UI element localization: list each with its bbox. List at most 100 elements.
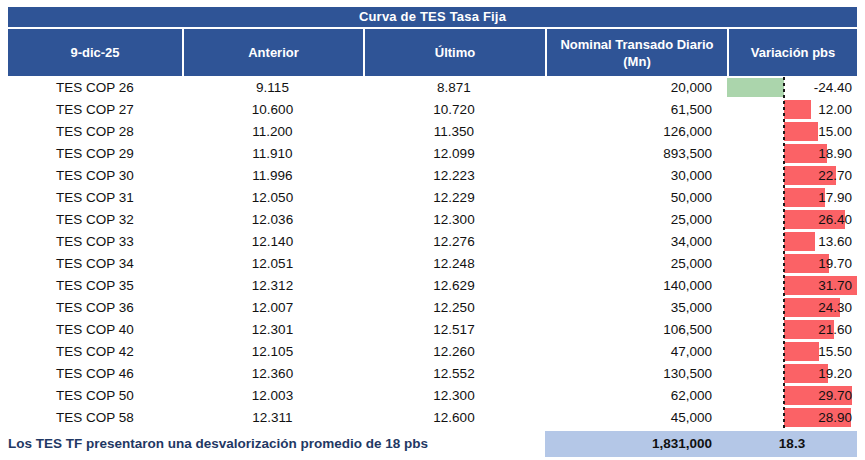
cell-tes: TES COP 42	[8, 341, 182, 363]
cell-anterior: 11.996	[182, 165, 363, 187]
cell-nominal: 34,000	[545, 231, 727, 253]
variacion-value: 18.90	[818, 146, 852, 161]
table-row: TES COP 3112.05012.22950,00017.90	[8, 187, 857, 209]
variacion-value: 29.70	[818, 388, 852, 403]
table-row: TES COP 3612.00712.25035,00024.30	[8, 297, 857, 319]
cell-ultimo: 12.223	[363, 165, 545, 187]
cell-variacion: 17.90	[727, 187, 857, 209]
cell-variacion: 24.30	[727, 297, 857, 319]
cell-anterior: 12.312	[182, 275, 363, 297]
cell-nominal: 140,000	[545, 275, 727, 297]
total-nominal: 1,831,000	[545, 431, 727, 457]
variacion-value: 31.70	[818, 278, 852, 293]
average-variation: 18.3	[727, 431, 857, 457]
cell-variacion: 19.70	[727, 253, 857, 275]
cell-anterior: 12.311	[182, 407, 363, 429]
cell-nominal: 893,500	[545, 143, 727, 165]
cell-nominal: 25,000	[545, 253, 727, 275]
table-row: TES COP 3011.99612.22330,00022.70	[8, 165, 857, 187]
variacion-value: 19.70	[818, 256, 852, 271]
table-row: TES COP 2811.20011.350126,00015.00	[8, 121, 857, 143]
cell-variacion: 26.40	[727, 209, 857, 231]
cell-variacion: 29.70	[727, 385, 857, 407]
cell-nominal: 20,000	[545, 77, 727, 99]
variacion-value: 24.30	[818, 300, 852, 315]
table-row: TES COP 2911.91012.099893,500 18.90	[8, 143, 857, 165]
cell-variacion: 28.90	[727, 407, 857, 429]
table-row: TES COP 3312.14012.27634,00013.60	[8, 231, 857, 253]
cell-variacion: 19.20	[727, 363, 857, 385]
cell-tes: TES COP 34	[8, 253, 182, 275]
cell-anterior: 12.140	[182, 231, 363, 253]
table-row: TES COP 5812.31112.60045,00028.90	[8, 407, 857, 429]
cell-tes: TES COP 28	[8, 121, 182, 143]
cell-tes: TES COP 36	[8, 297, 182, 319]
cell-ultimo: 12.260	[363, 341, 545, 363]
cell-anterior: 9.115	[182, 77, 363, 99]
cell-tes: TES COP 40	[8, 319, 182, 341]
cell-ultimo: 12.629	[363, 275, 545, 297]
cell-anterior: 10.600	[182, 99, 363, 121]
cell-tes: TES COP 32	[8, 209, 182, 231]
table-row: TES COP 4612.36012.552130,500 19.20	[8, 363, 857, 385]
cell-variacion: 18.90	[727, 143, 857, 165]
variacion-value: 26.40	[818, 212, 852, 227]
cell-anterior: 12.007	[182, 297, 363, 319]
cell-anterior: 11.200	[182, 121, 363, 143]
column-header-anterior: Anterior	[184, 29, 363, 76]
variacion-value: 21.60	[818, 322, 852, 337]
table-row: TES COP 2710.60010.72061,500 12.00	[8, 99, 857, 121]
variacion-value: 12.00	[818, 102, 852, 117]
cell-nominal: 106,500	[545, 319, 727, 341]
variacion-value: 19.20	[818, 366, 852, 381]
positive-databar	[784, 100, 812, 119]
cell-nominal: 130,500	[545, 363, 727, 385]
cell-anterior: 12.036	[182, 209, 363, 231]
table-header-row: 9-dic-25 Anterior Último Nominal Transad…	[8, 29, 857, 76]
cell-ultimo: 12.099	[363, 143, 545, 165]
cell-ultimo: 12.517	[363, 319, 545, 341]
cell-tes: TES COP 29	[8, 143, 182, 165]
positive-databar	[784, 232, 816, 251]
cell-anterior: 12.360	[182, 363, 363, 385]
cell-ultimo: 8.871	[363, 77, 545, 99]
cell-nominal: 25,000	[545, 209, 727, 231]
cell-tes: TES COP 50	[8, 385, 182, 407]
table-body: TES COP 269.1158.87120,000-24.40TES COP …	[8, 77, 857, 429]
cell-variacion: 22.70	[727, 165, 857, 187]
cell-nominal: 45,000	[545, 407, 727, 429]
cell-anterior: 11.910	[182, 143, 363, 165]
table-row: TES COP 4212.10512.26047,00015.50	[8, 341, 857, 363]
variacion-value: 22.70	[818, 168, 852, 183]
cell-variacion: -24.40	[727, 77, 857, 99]
column-header-date: 9-dic-25	[8, 29, 182, 76]
variacion-value: 13.60	[818, 234, 852, 249]
cell-tes: TES COP 27	[8, 99, 182, 121]
table-row: TES COP 269.1158.87120,000-24.40	[8, 77, 857, 99]
variacion-value: 17.90	[818, 190, 852, 205]
variacion-value: -24.40	[814, 80, 852, 95]
cell-ultimo: 10.720	[363, 99, 545, 121]
cell-nominal: 50,000	[545, 187, 727, 209]
report-canvas: Curva de TES Tasa Fija 9-dic-25 Anterior…	[0, 0, 865, 460]
cell-variacion: 15.50	[727, 341, 857, 363]
cell-nominal: 47,000	[545, 341, 727, 363]
cell-nominal: 61,500	[545, 99, 727, 121]
table-row: TES COP 4012.30112.517106,50021.60	[8, 319, 857, 341]
cell-ultimo: 12.600	[363, 407, 545, 429]
cell-anterior: 12.051	[182, 253, 363, 275]
cell-ultimo: 12.248	[363, 253, 545, 275]
positive-databar	[784, 342, 820, 361]
cell-tes: TES COP 35	[8, 275, 182, 297]
cell-anterior: 12.050	[182, 187, 363, 209]
cell-ultimo: 12.552	[363, 363, 545, 385]
positive-databar	[784, 122, 819, 141]
table-row: TES COP 3212.03612.30025,00026.40	[8, 209, 857, 231]
column-header-nominal: Nominal Transado Diario (Mn)	[547, 29, 727, 76]
cell-ultimo: 12.276	[363, 231, 545, 253]
cell-tes: TES COP 30	[8, 165, 182, 187]
cell-ultimo: 12.300	[363, 385, 545, 407]
cell-ultimo: 11.350	[363, 121, 545, 143]
cell-tes: TES COP 46	[8, 363, 182, 385]
cell-tes: TES COP 58	[8, 407, 182, 429]
